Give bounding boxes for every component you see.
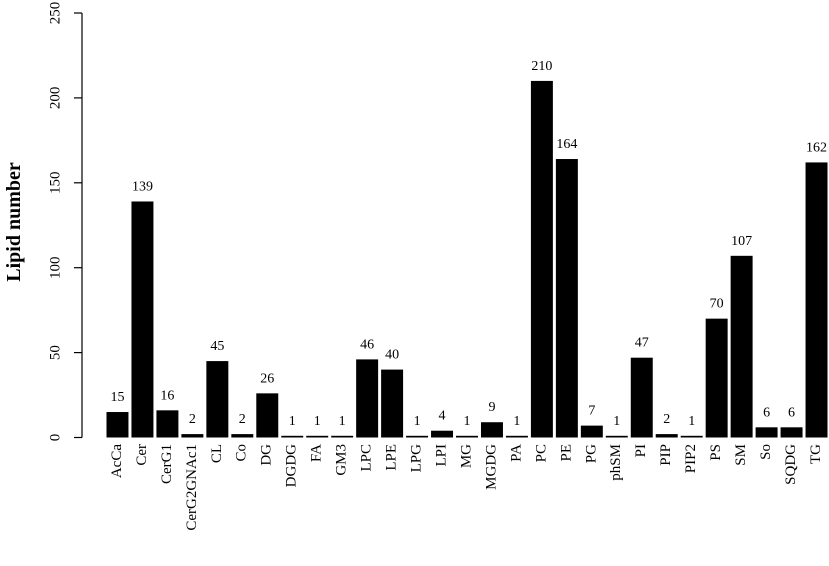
x-tick-label-pip2: PIP2 — [683, 444, 699, 473]
x-tick-label-pe: PE — [558, 444, 574, 462]
x-tick-label-dg: DG — [259, 444, 275, 466]
data-label-sm: 107 — [731, 234, 752, 249]
bar-pip2 — [680, 435, 703, 438]
x-tick-label-dgdg: DGDG — [284, 444, 300, 487]
y-tick-label: 150 — [47, 172, 63, 195]
data-label-pi: 47 — [635, 336, 649, 351]
bar-lpe — [381, 369, 404, 438]
bar-cerg1 — [156, 410, 179, 438]
bar-mgdg — [480, 422, 503, 438]
x-tick-label-acca: AcCa — [109, 444, 125, 478]
y-tick-label: 0 — [47, 434, 63, 442]
bar-dg — [256, 393, 279, 438]
data-label-tg: 162 — [806, 140, 827, 155]
x-tick-label-lpg: LPG — [409, 444, 425, 473]
bar-pa — [505, 435, 528, 438]
data-label-pa: 1 — [513, 414, 520, 429]
data-label-pip: 2 — [663, 412, 670, 427]
x-tick-label-fa: FA — [309, 444, 325, 462]
bar-gm3 — [331, 435, 354, 438]
bar-phsm — [605, 435, 628, 438]
x-tick-label-co: Co — [234, 444, 250, 462]
bar-pc — [530, 80, 553, 438]
bar-dgdg — [281, 435, 304, 438]
bar-so — [755, 427, 778, 438]
data-label-so: 6 — [763, 405, 770, 420]
data-label-cerg2gnac1: 2 — [189, 412, 196, 427]
x-tick-label-phsm: phSM — [608, 444, 624, 481]
data-label-pip2: 1 — [688, 414, 695, 429]
bar-acca — [106, 412, 129, 438]
data-label-cer: 139 — [132, 179, 153, 194]
y-tick-label: 200 — [47, 87, 63, 110]
bar-pip — [655, 434, 678, 438]
data-label-sqdg: 6 — [788, 405, 795, 420]
bars — [106, 80, 828, 438]
bar-sqdg — [780, 427, 803, 438]
x-tick-label-lpi: LPI — [433, 444, 449, 467]
data-label-acca: 15 — [110, 390, 124, 405]
y-axis-title: Lipid number — [3, 162, 25, 282]
x-tick-label-cl: CL — [209, 444, 225, 463]
data-label-dgdg: 1 — [289, 414, 296, 429]
bar-ps — [705, 318, 728, 438]
bar-pg — [580, 425, 603, 438]
data-label-pc: 210 — [531, 59, 552, 74]
data-label-ps: 70 — [710, 297, 724, 312]
bar-lpg — [406, 435, 429, 438]
bar-lpc — [356, 359, 379, 438]
data-label-co: 2 — [239, 412, 246, 427]
x-tick-label-mg: MG — [458, 444, 474, 468]
x-tick-label-lpe: LPE — [384, 444, 400, 471]
bar-cer — [131, 201, 154, 438]
x-tick-label-ps: PS — [708, 444, 724, 461]
data-label-mgdg: 9 — [488, 400, 495, 415]
y-tick-label: 250 — [47, 2, 63, 25]
data-label-lpg: 1 — [414, 414, 421, 429]
data-label-lpe: 40 — [385, 348, 399, 363]
data-label-pe: 164 — [556, 137, 577, 152]
x-tick-label-mgdg: MGDG — [483, 444, 499, 490]
bar-tg — [805, 162, 828, 438]
data-label-cl: 45 — [210, 339, 224, 354]
data-label-cerg1: 16 — [160, 388, 174, 403]
x-tick-label-so: So — [758, 444, 774, 460]
bar-lpi — [431, 430, 454, 438]
data-label-lpi: 4 — [439, 409, 446, 424]
bar-fa — [306, 435, 329, 438]
data-label-lpc: 46 — [360, 337, 374, 352]
x-tick-label-cer: Cer — [134, 444, 150, 466]
data-label-dg: 26 — [260, 371, 274, 386]
x-tick-labels: AcCa Cer CerG1 CerG2GNAc1 CL Co DG DGDG FA GM3 LPC… — [109, 444, 824, 531]
data-label-fa: 1 — [314, 414, 321, 429]
y-tick-label: 100 — [47, 256, 63, 279]
bar-pi — [630, 357, 653, 438]
x-tick-label-sm: SM — [733, 444, 749, 466]
x-tick-label-pc: PC — [533, 444, 549, 462]
y-tick-label: 50 — [47, 345, 63, 360]
bar-co — [231, 434, 254, 438]
bar-sm — [730, 255, 753, 438]
bar-cerg2gnac1 — [181, 434, 204, 438]
y-axis: 0 50 100 150 200 250 — [47, 2, 83, 442]
data-label-pg: 7 — [588, 404, 595, 419]
x-tick-label-pi: PI — [633, 444, 649, 457]
bar-mg — [456, 435, 478, 438]
bar-cl — [206, 361, 229, 438]
data-label-phsm: 1 — [613, 414, 620, 429]
x-tick-label-tg: TG — [808, 444, 824, 464]
bar-pe — [555, 159, 578, 438]
x-tick-label-sqdg: SQDG — [783, 444, 799, 485]
x-tick-label-pip: PIP — [658, 444, 674, 466]
data-label-mg: 1 — [464, 414, 471, 429]
x-tick-label-pg: PG — [583, 444, 599, 463]
data-label-gm3: 1 — [339, 414, 346, 429]
x-tick-label-pa: PA — [508, 444, 524, 462]
x-tick-label-gm3: GM3 — [334, 444, 350, 476]
x-tick-label-cerg2gnac1: CerG2GNAc1 — [184, 444, 200, 531]
x-tick-label-lpc: LPC — [359, 444, 375, 472]
x-tick-label-cerg1: CerG1 — [159, 444, 175, 484]
